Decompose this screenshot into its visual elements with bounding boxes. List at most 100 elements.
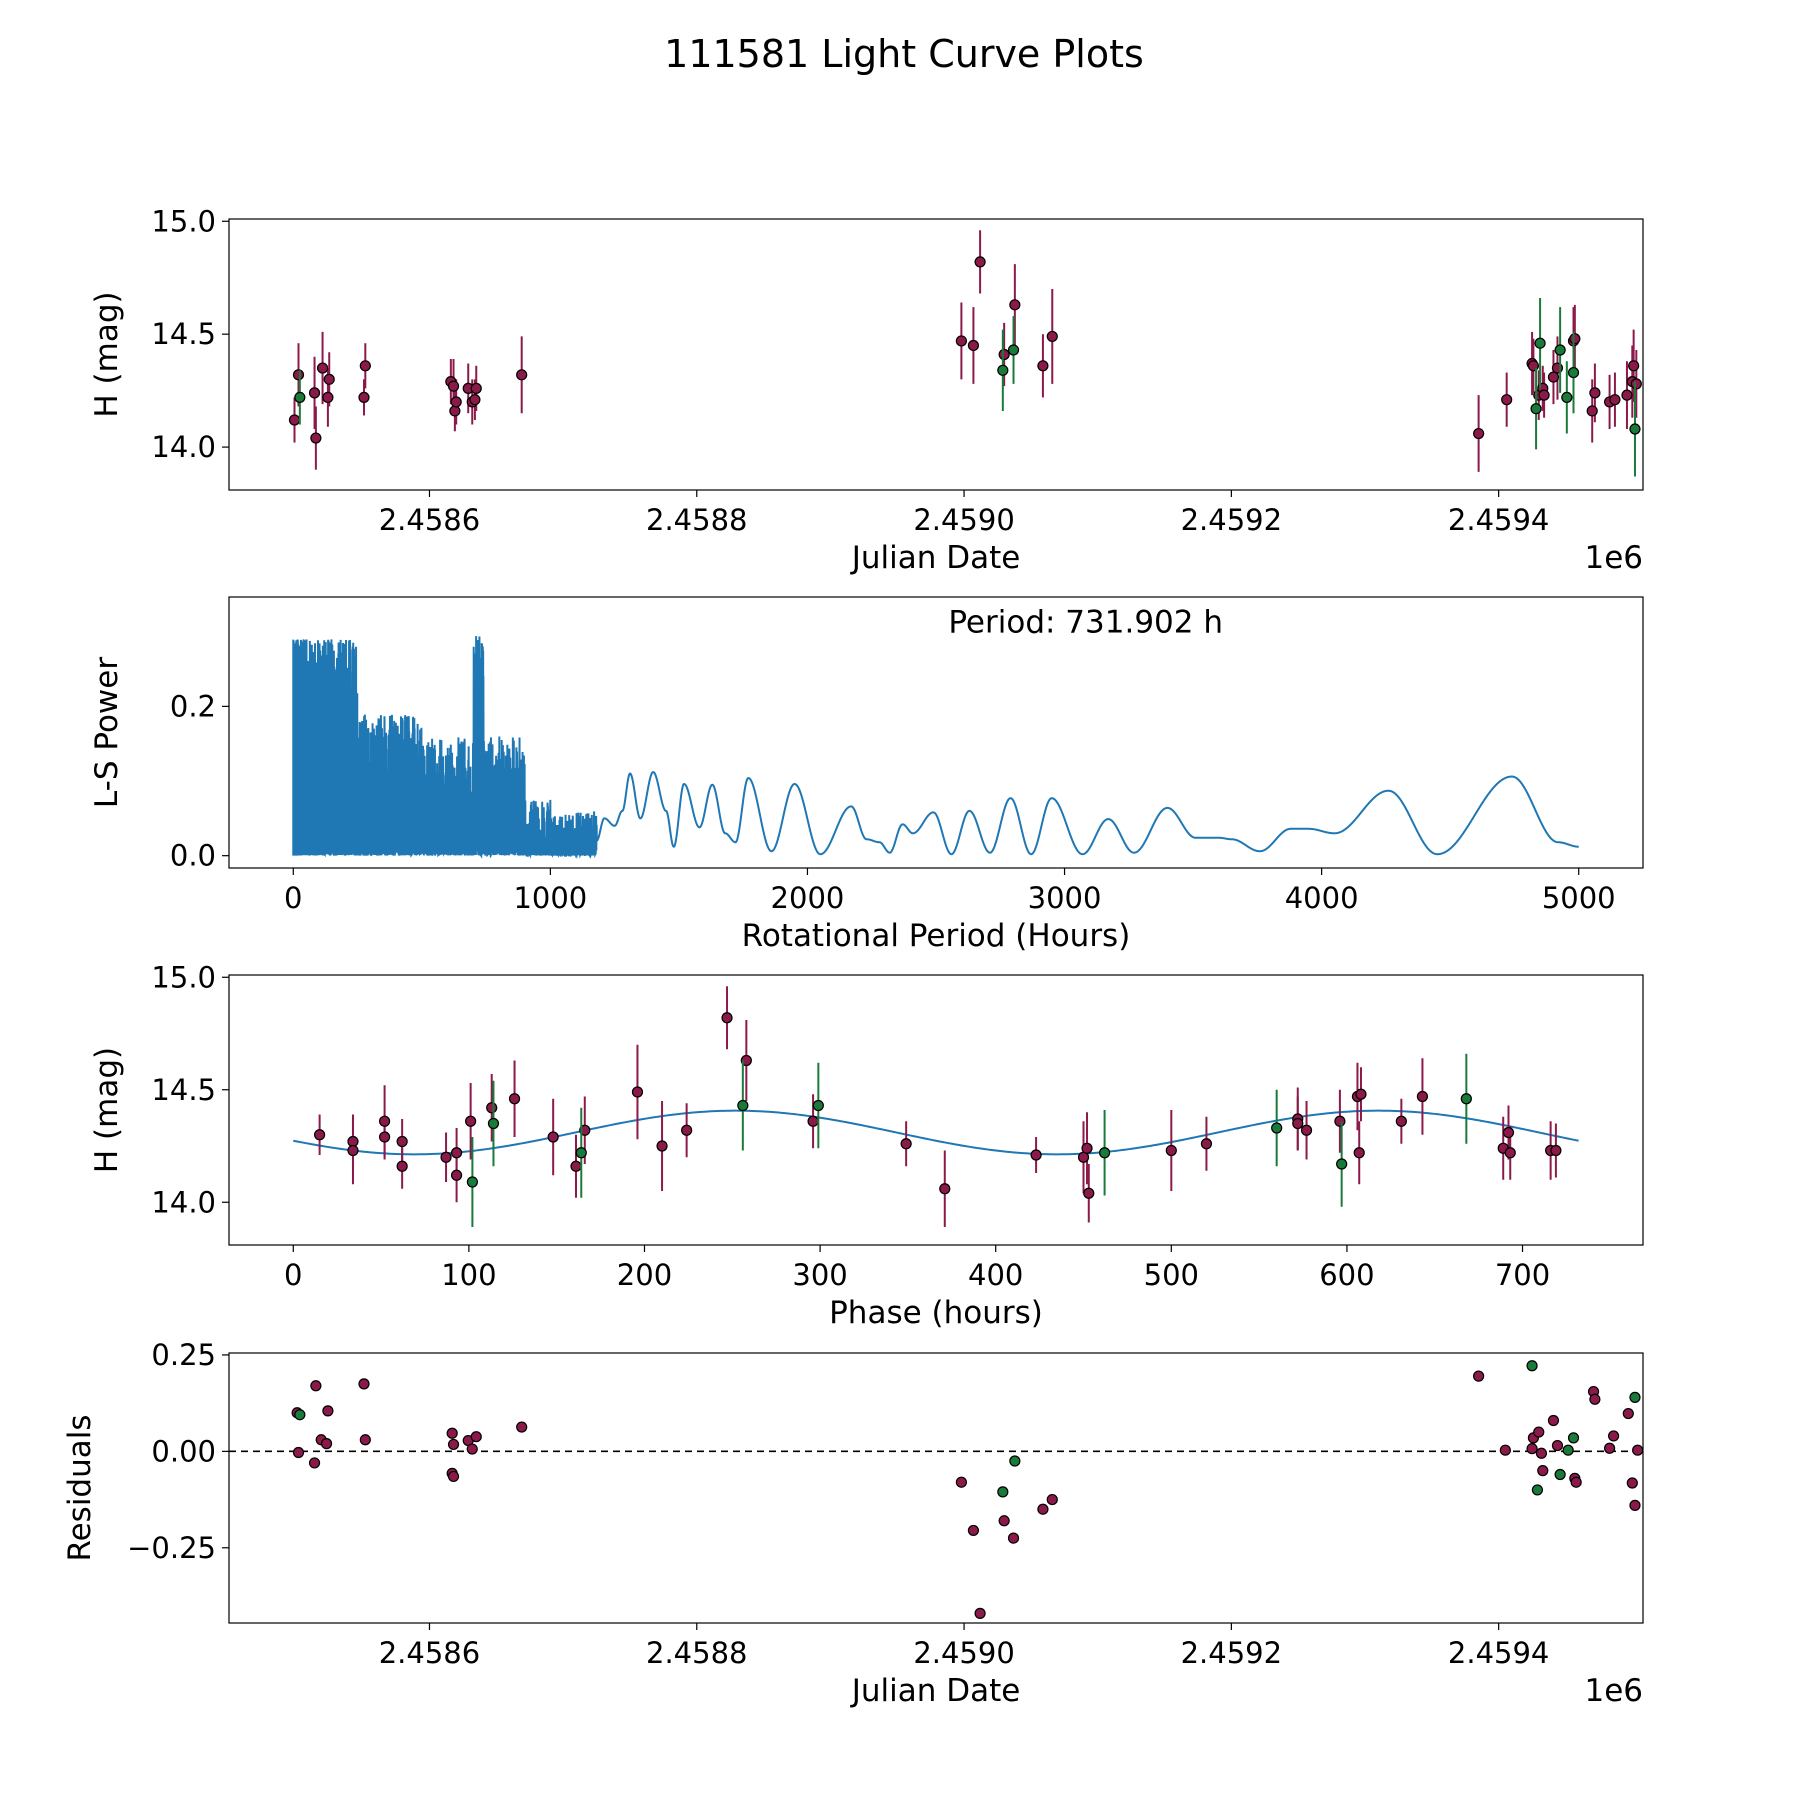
lightcurve-point-maroon: [1046, 330, 1058, 343]
lightcurve-point-maroon: [1547, 371, 1560, 383]
residuals-point-maroon: [466, 1443, 478, 1455]
residuals-ytick-label: 0.00: [151, 1434, 216, 1468]
lightcurve-xlabel: Julian Date: [850, 540, 1021, 576]
phased-ytick-label: 14.0: [151, 1185, 216, 1219]
phased-point-maroon: [450, 1147, 463, 1159]
lightcurve-point-maroon: [469, 394, 481, 406]
phased-point-maroon: [656, 1140, 668, 1152]
residuals-point-maroon: [516, 1421, 528, 1433]
residuals-point-green: [1562, 1444, 1574, 1456]
phased-point-maroon: [547, 1131, 559, 1143]
lightcurve-point-maroon: [955, 335, 967, 347]
phased-point-green: [487, 1117, 500, 1130]
lightcurve-point-maroon: [308, 387, 321, 399]
residuals-point-maroon: [1547, 1414, 1560, 1427]
lightcurve-point-maroon: [316, 362, 329, 374]
lightcurve-frame: [228, 218, 1644, 491]
residuals-xtick-label: 2.4592: [1181, 1636, 1282, 1670]
lightcurve-point-maroon: [447, 380, 460, 392]
lightcurve-point-maroon: [449, 405, 461, 417]
periodogram-xtick-label: 3000: [1028, 881, 1102, 915]
residuals-point-maroon: [1533, 1426, 1545, 1438]
lightcurve-point-green: [1554, 344, 1566, 356]
lightcurve-ytick-label: 14.0: [151, 430, 216, 464]
phased-point-green: [575, 1147, 587, 1159]
lightcurve-point-maroon: [1569, 333, 1581, 345]
lightcurve-xtick-label: 2.4588: [646, 503, 747, 537]
phased-point-maroon: [681, 1124, 693, 1136]
residuals-point-maroon: [998, 1515, 1010, 1527]
phased-point-maroon: [1504, 1147, 1516, 1159]
residuals-point-maroon: [447, 1438, 460, 1451]
phased-point-maroon: [508, 1093, 521, 1105]
residuals-point-maroon: [1632, 1444, 1644, 1456]
phased-xtick-label: 0: [284, 1258, 302, 1292]
lightcurve-point-maroon: [359, 360, 371, 372]
residuals-point-green: [1526, 1360, 1538, 1372]
residuals-point-maroon: [470, 1431, 482, 1443]
phased-xtick-label: 100: [441, 1258, 496, 1292]
residuals-point-maroon: [1603, 1442, 1616, 1454]
phased-xtick-label: 300: [792, 1258, 847, 1292]
periodogram-xtick-label: 1000: [513, 881, 587, 915]
phased-point-maroon: [314, 1129, 326, 1141]
phased-xtick-label: 200: [617, 1258, 672, 1292]
lightcurve-point-maroon: [470, 382, 482, 394]
phased-point-green: [737, 1099, 749, 1112]
lightcurve-point-green: [1561, 391, 1573, 404]
phased-frame: [228, 974, 1644, 1246]
periodogram-xtick-label: 2000: [771, 881, 845, 915]
lightcurve-point-maroon: [1009, 299, 1021, 311]
phased-panel: 0 100 200 300 400 500 600 700 14.0 14.5 15.0 Phase …: [89, 960, 1644, 1331]
lightcurve-point-maroon: [1473, 427, 1485, 440]
residuals-xtick-label: 2.4590: [913, 1636, 1014, 1670]
lightcurve-point-green: [1629, 423, 1641, 435]
residuals-ytick-label: −0.25: [127, 1531, 216, 1565]
phased-point-maroon: [1300, 1124, 1313, 1136]
periodogram-xlabel: Rotational Period (Hours): [742, 918, 1131, 954]
residuals-point-maroon: [310, 1380, 322, 1392]
lightcurve-point-maroon: [516, 369, 528, 381]
lightcurve-point-maroon: [323, 373, 335, 385]
lightcurve-xtick-label: 2.4586: [379, 503, 480, 537]
phased-point-maroon: [1081, 1142, 1093, 1154]
residuals-point-maroon: [359, 1434, 371, 1446]
residuals-xtick-label: 2.4586: [379, 1636, 480, 1670]
periodogram-panel: 0 1000 2000 3000 4000 5000 0.0 0.2 Rotational Pe…: [89, 596, 1644, 954]
phased-point-maroon: [807, 1115, 819, 1127]
phased-point-maroon: [1355, 1088, 1367, 1100]
phased-fit-curve: [293, 1109, 1579, 1156]
lightcurve-point-green: [1534, 337, 1546, 349]
periodogram-frame: [228, 596, 1644, 869]
phased-point-maroon: [396, 1135, 408, 1148]
phased-xtick-label: 400: [968, 1258, 1023, 1292]
residuals-point-green: [1009, 1455, 1021, 1467]
phased-point-maroon: [1200, 1138, 1213, 1150]
residuals-point-maroon: [1629, 1499, 1641, 1511]
residuals-point-maroon: [1589, 1393, 1601, 1405]
phased-point-maroon: [1395, 1115, 1407, 1127]
lightcurve-ytick-label: 14.5: [151, 317, 216, 351]
lightcurve-point-maroon: [1589, 387, 1601, 399]
periodogram-ylabel: L-S Power: [89, 657, 125, 808]
residuals-offset-label: 1e6: [1584, 1673, 1643, 1709]
lightcurve-point-green: [1567, 366, 1580, 379]
residuals-ytick-label: 0.25: [151, 1338, 216, 1372]
phased-xtick-label: 500: [1144, 1258, 1199, 1292]
lightcurve-point-green: [1007, 344, 1020, 356]
lightcurve-xtick-label: 2.4592: [1181, 503, 1282, 537]
lightcurve-point-maroon: [974, 256, 986, 268]
figure-title: 111581 Light Curve Plots: [664, 32, 1144, 76]
phased-point-maroon: [378, 1131, 391, 1143]
phased-point-green: [812, 1099, 824, 1112]
phased-point-maroon: [1353, 1147, 1365, 1159]
panels: 2.4586 2.4588 2.4590 2.4592 2.4594 14.0 14.5 15…: [62, 204, 1644, 1709]
phased-point-maroon: [1550, 1144, 1562, 1157]
lightcurve-panel: 2.4586 2.4588 2.4590 2.4592 2.4594 14.0 14.5 15…: [89, 204, 1644, 576]
residuals-point-maroon: [1535, 1447, 1548, 1459]
phased-point-maroon: [347, 1144, 359, 1157]
residuals-point-maroon: [1473, 1370, 1485, 1382]
residuals-point-maroon: [1537, 1465, 1549, 1477]
phased-ytick-label: 14.5: [151, 1073, 216, 1107]
